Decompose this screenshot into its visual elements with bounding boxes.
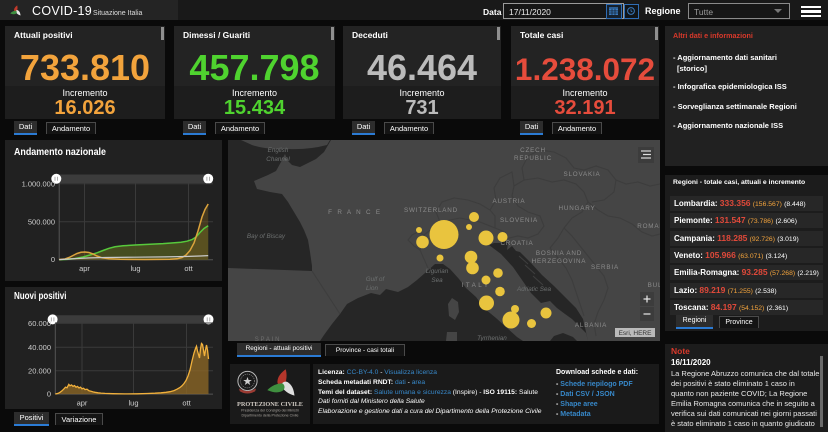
svg-text:BOSNIA AND: BOSNIA AND — [536, 250, 582, 257]
svg-text:apr: apr — [79, 264, 90, 273]
svg-text:60.000: 60.000 — [28, 319, 51, 328]
svg-text:Esri, HERE: Esri, HERE — [619, 330, 653, 337]
svg-text:Ligurian: Ligurian — [426, 268, 449, 275]
svg-text:Channel: Channel — [266, 156, 290, 163]
svg-text:ITALY: ITALY — [461, 282, 490, 289]
svg-text:SPAIN: SPAIN — [255, 337, 282, 341]
svg-text:Tyrrhenian: Tyrrhenian — [477, 335, 507, 341]
svg-text:Presidenza del Consiglio dei M: Presidenza del Consiglio dei Ministri — [241, 409, 299, 413]
svg-text:CZECH: CZECH — [520, 147, 546, 154]
svg-text:ott: ott — [182, 399, 191, 408]
svg-text:Lion: Lion — [366, 285, 378, 292]
svg-text:ROMAN: ROMAN — [637, 223, 660, 230]
svg-text:Bay of Biscay: Bay of Biscay — [247, 233, 286, 240]
svg-text:SERBIA: SERBIA — [591, 264, 619, 271]
svg-text:SLOVENIA: SLOVENIA — [500, 217, 538, 224]
svg-text:Sea: Sea — [431, 277, 443, 284]
svg-text:ott: ott — [184, 264, 193, 273]
svg-text:HERZEGOVINA: HERZEGOVINA — [532, 258, 587, 265]
svg-text:Adriatic Sea: Adriatic Sea — [516, 286, 551, 293]
svg-text:500.000: 500.000 — [28, 218, 55, 227]
svg-text:40.000: 40.000 — [28, 343, 51, 352]
svg-text:SLOVAKIA: SLOVAKIA — [563, 171, 600, 178]
svg-text:English: English — [268, 147, 289, 154]
svg-text:Dipartimento della Protezione: Dipartimento della Protezione Civile — [242, 414, 299, 418]
svg-text:0: 0 — [47, 390, 51, 399]
svg-text:Gulf of: Gulf of — [366, 276, 386, 283]
svg-text:1.000.000: 1.000.000 — [22, 180, 55, 189]
svg-text:F R A N C E: F R A N C E — [328, 209, 382, 216]
svg-text:CROATIA: CROATIA — [500, 240, 533, 247]
svg-text:lug: lug — [130, 264, 140, 273]
svg-text:20.000: 20.000 — [28, 367, 51, 376]
svg-text:SWITZERLAND: SWITZERLAND — [404, 207, 458, 214]
svg-text:REPUBLIC: REPUBLIC — [514, 155, 552, 162]
svg-text:lug: lug — [128, 399, 138, 408]
svg-text:ALBANIA: ALBANIA — [575, 322, 607, 329]
svg-text:BUL: BUL — [648, 282, 660, 289]
svg-text:PROTEZIONE CIVILE: PROTEZIONE CIVILE — [237, 401, 303, 408]
svg-text:apr: apr — [77, 399, 88, 408]
svg-text:HUNGARY: HUNGARY — [559, 205, 596, 212]
svg-text:0: 0 — [51, 255, 55, 264]
svg-text:AUSTRIA: AUSTRIA — [493, 198, 526, 205]
